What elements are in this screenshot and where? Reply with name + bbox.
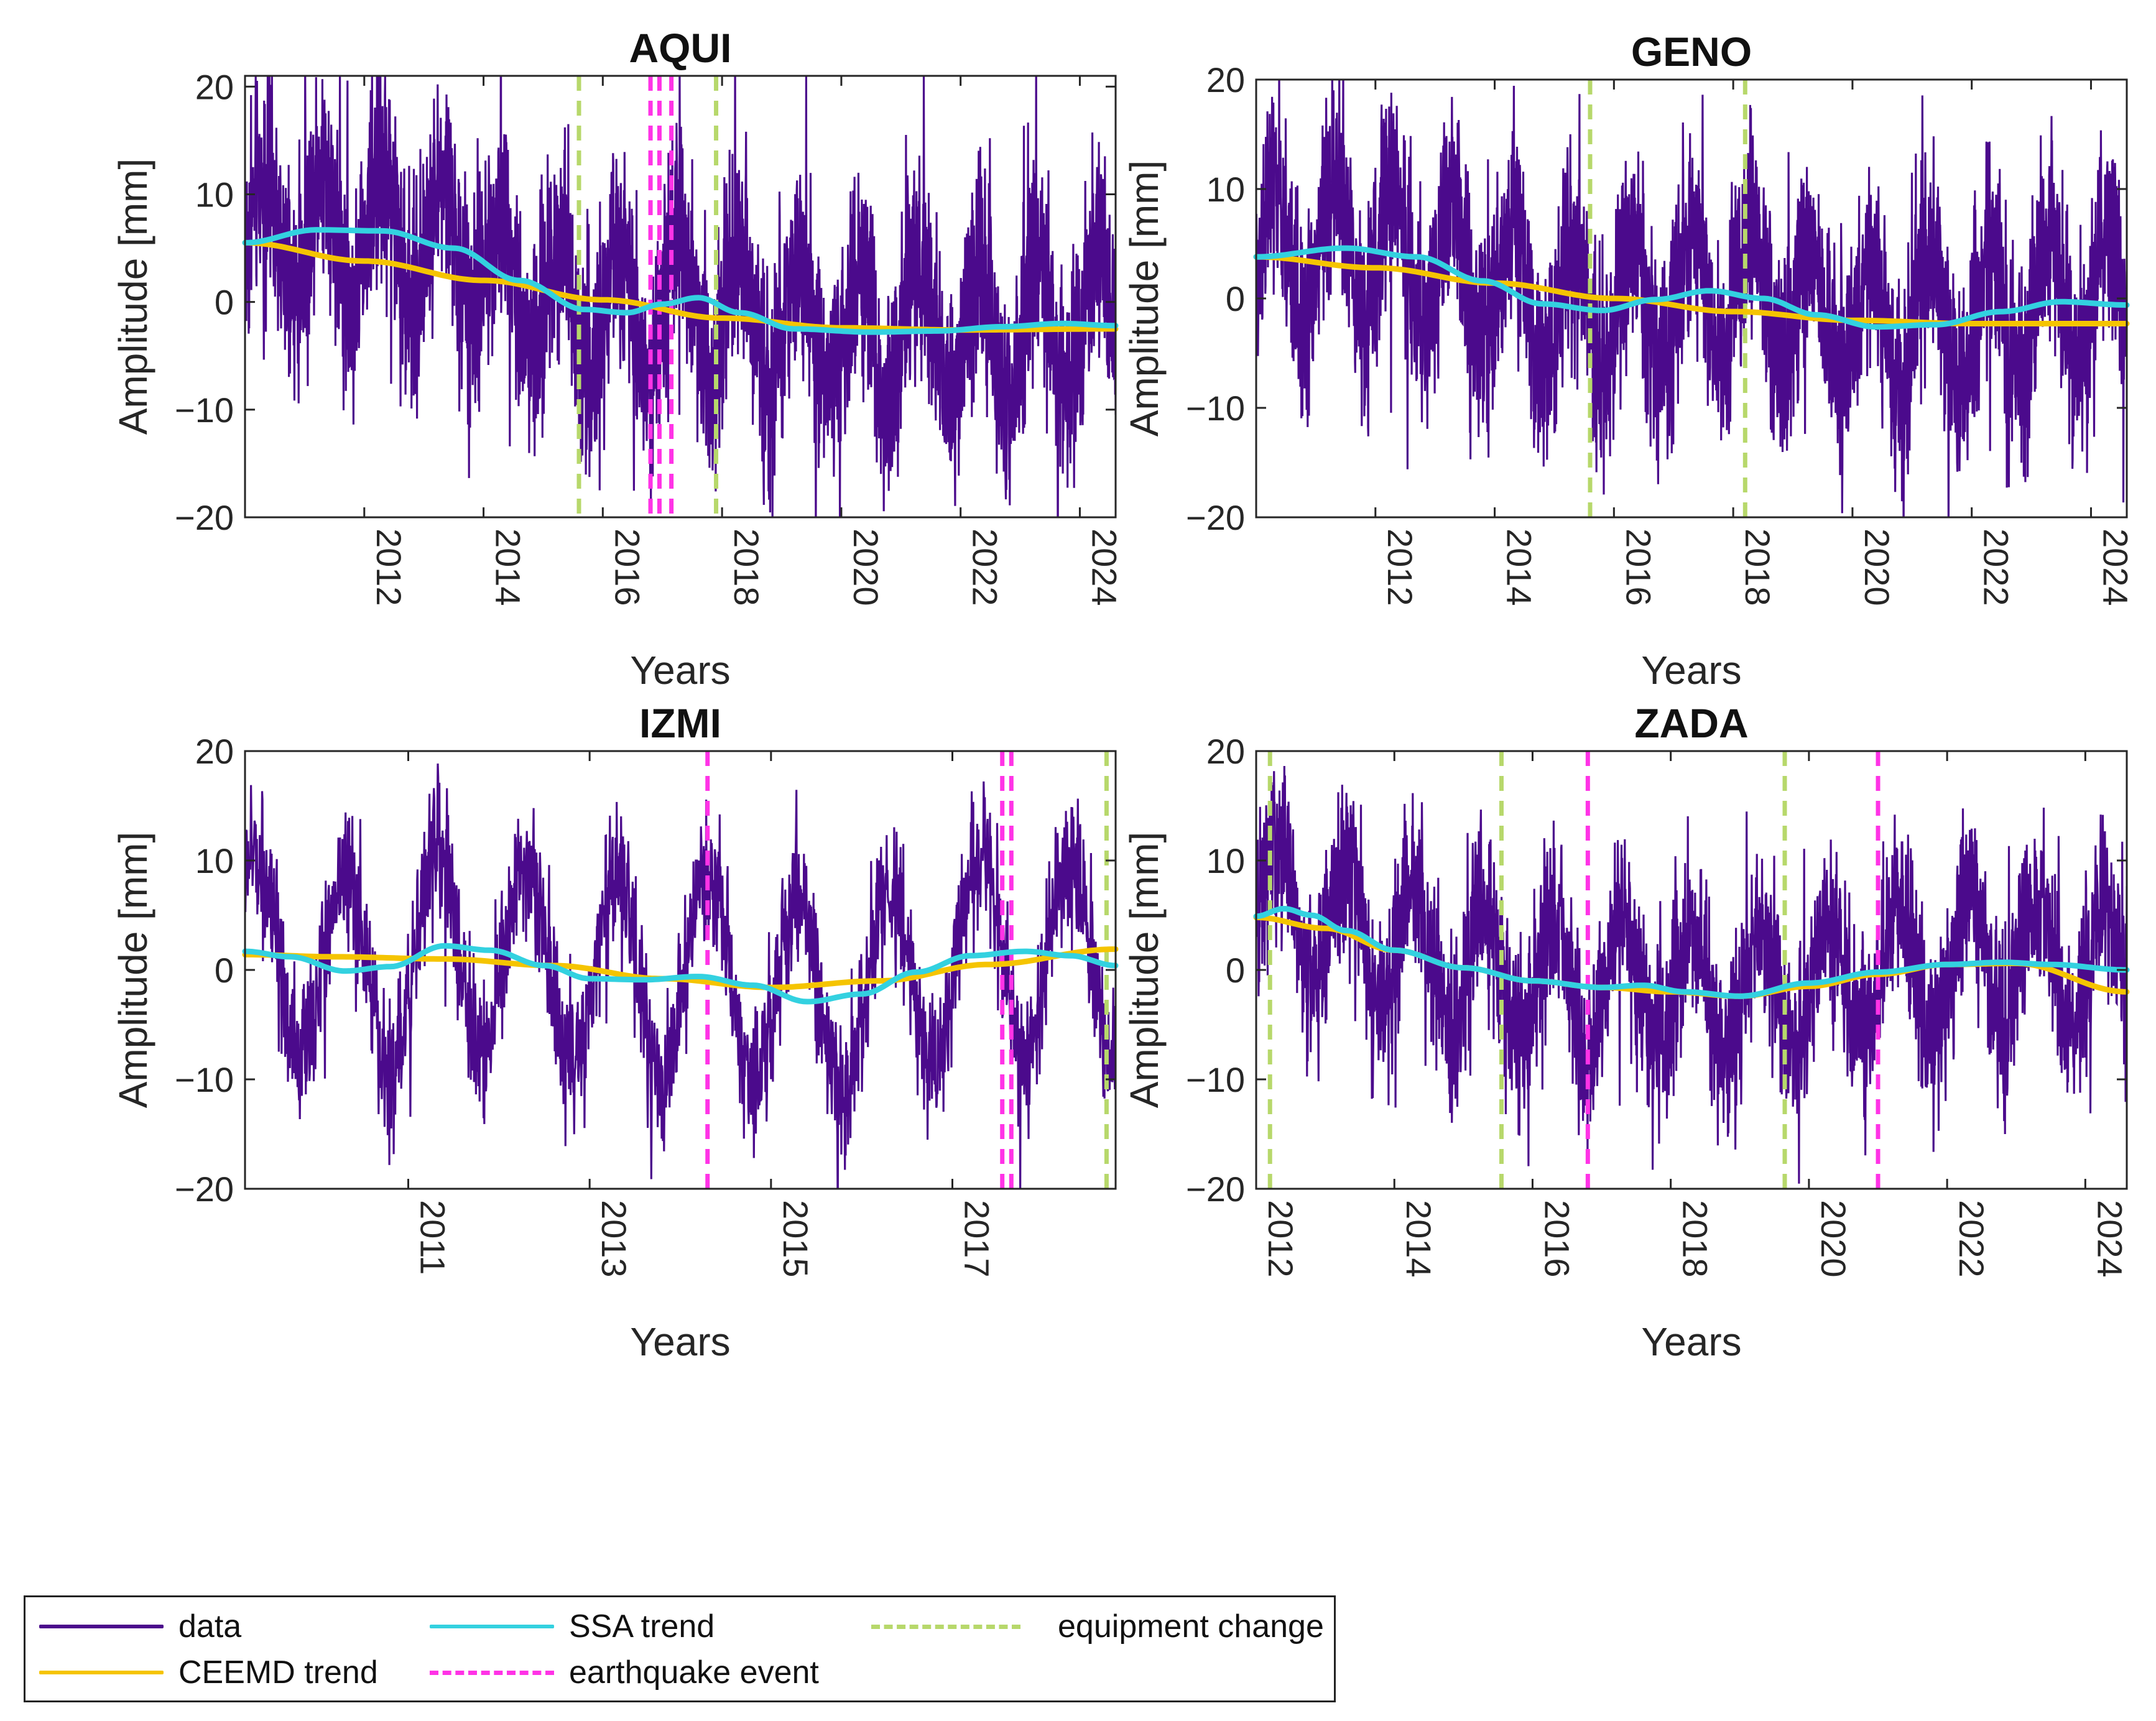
ssa-trend-line: [242, 943, 1119, 1005]
axes-box: [244, 75, 1117, 519]
y-axis-label: Amplitude [mm]: [1122, 160, 1167, 437]
x-tick-label: 2024: [1085, 528, 1124, 606]
legend-label-earthquake: earthquake event: [569, 1654, 819, 1691]
y-tick-label: 0: [1226, 279, 1245, 318]
y-tick-label: −20: [175, 498, 234, 537]
legend-item-earthquake: earthquake event: [430, 1652, 819, 1693]
legend-item-equipment: equipment change: [871, 1606, 1324, 1647]
legend-item-ssa: SSA trend: [430, 1606, 715, 1647]
legend-swatch-ceemd: [39, 1671, 164, 1674]
legend-swatch-ssa: [430, 1625, 554, 1628]
x-axis-label: Years: [1641, 648, 1741, 693]
x-tick-label: 2020: [846, 528, 886, 606]
y-tick-label: −20: [175, 1170, 234, 1209]
chart-title: GENO: [1631, 29, 1752, 75]
x-tick-label: 2020: [1814, 1200, 1853, 1278]
legend-swatch-data: [39, 1625, 164, 1628]
y-tick-label: 0: [1226, 951, 1245, 990]
y-axis-label: Amplitude [mm]: [1122, 832, 1167, 1109]
chart-panel-izmi: −20 −10 0 10 20 2011 2013 2015 2017 IZMI Years Ampl…: [111, 700, 1119, 1364]
x-tick-label: 2012: [1381, 528, 1420, 606]
data-series-line: [245, 76, 1116, 517]
legend: data CEEMD trend SSA trend earthquake ev…: [24, 1595, 1336, 1702]
data-series-line: [1256, 765, 2127, 1184]
y-tick-label: 20: [1206, 732, 1245, 771]
x-axis-label: Years: [630, 1319, 730, 1364]
x-tick-label: 2018: [1676, 1200, 1715, 1278]
x-tick-label: 2011: [414, 1200, 453, 1275]
y-tick-label: 10: [195, 841, 234, 880]
chart-panel-zada: −20 −10 0 10 20 2012 2014 2016 2018 2020 2022 2024 Z…: [1122, 700, 2130, 1364]
legend-label-ceemd: CEEMD trend: [178, 1654, 378, 1691]
x-tick-label: 2012: [369, 528, 409, 606]
x-tick-label: 2024: [2090, 1200, 2129, 1278]
ssa-trend-line: [1253, 905, 2130, 999]
x-tick-label: 2018: [1738, 528, 1777, 606]
chart-title: IZMI: [639, 700, 721, 746]
legend-label-equipment: equipment change: [1058, 1608, 1324, 1645]
legend-item-ceemd: CEEMD trend: [39, 1652, 378, 1693]
y-tick-label: 10: [1206, 841, 1245, 880]
y-tick-label: −10: [1186, 389, 1245, 428]
y-tick-label: 20: [195, 732, 234, 771]
y-tick-label: 0: [215, 283, 234, 322]
legend-label-ssa: SSA trend: [569, 1608, 715, 1645]
chart-title: ZADA: [1634, 700, 1748, 746]
ssa-trend-line: [1253, 245, 2130, 330]
x-tick-label: 2012: [1261, 1200, 1300, 1278]
y-tick-label: −10: [1186, 1060, 1245, 1099]
legend-label-data: data: [178, 1608, 242, 1645]
x-tick-label: 2014: [1500, 528, 1539, 606]
x-tick-label: 2022: [966, 528, 1005, 606]
x-tick-label: 2016: [1619, 528, 1658, 606]
x-tick-label: 2016: [1537, 1200, 1576, 1278]
x-tick-label: 2017: [958, 1200, 997, 1278]
y-axis-label: Amplitude [mm]: [111, 159, 155, 435]
x-tick-label: 2020: [1858, 528, 1897, 606]
ssa-trend-line: [242, 227, 1119, 335]
y-axis-label: Amplitude [mm]: [111, 832, 155, 1109]
y-tick-label: −20: [1186, 1170, 1245, 1209]
x-tick-label: 2014: [1399, 1200, 1438, 1278]
y-tick-label: 10: [1206, 170, 1245, 209]
chart-panel-aqui: −20 −10 0 10 20 2012 2014 2016 2018 2020 2022 2024 A…: [111, 25, 1124, 693]
legend-item-data: data: [39, 1606, 241, 1647]
x-axis-label: Years: [630, 648, 730, 693]
y-tick-label: −10: [175, 1060, 234, 1099]
x-tick-label: 2022: [1952, 1200, 1991, 1278]
y-tick-label: 20: [195, 67, 234, 106]
x-tick-label: 2022: [1977, 528, 2016, 606]
x-tick-label: 2014: [489, 528, 528, 606]
y-tick-label: −10: [175, 390, 234, 430]
legend-swatch-equipment: [871, 1624, 1020, 1629]
legend-swatch-earthquake: [430, 1670, 554, 1675]
data-series-line: [1256, 80, 2127, 517]
x-axis-label: Years: [1641, 1319, 1741, 1364]
chart-title: AQUI: [629, 25, 732, 71]
x-tick-label: 2016: [608, 528, 647, 606]
chart-panel-geno: −20 −10 0 10 20 2012 2014 2016 2018 2020 2022 2024 G…: [1122, 29, 2135, 693]
x-tick-label: 2018: [727, 528, 766, 606]
x-tick-label: 2013: [595, 1200, 634, 1278]
y-tick-label: 0: [215, 951, 234, 990]
x-tick-label: 2015: [776, 1200, 815, 1278]
ceemd-trend-line: [1253, 254, 2130, 326]
data-series-line: [245, 764, 1116, 1189]
y-tick-label: −20: [1186, 498, 1245, 537]
y-tick-label: 20: [1206, 60, 1245, 99]
y-tick-label: 10: [195, 175, 234, 214]
x-tick-label: 2024: [2096, 528, 2135, 606]
